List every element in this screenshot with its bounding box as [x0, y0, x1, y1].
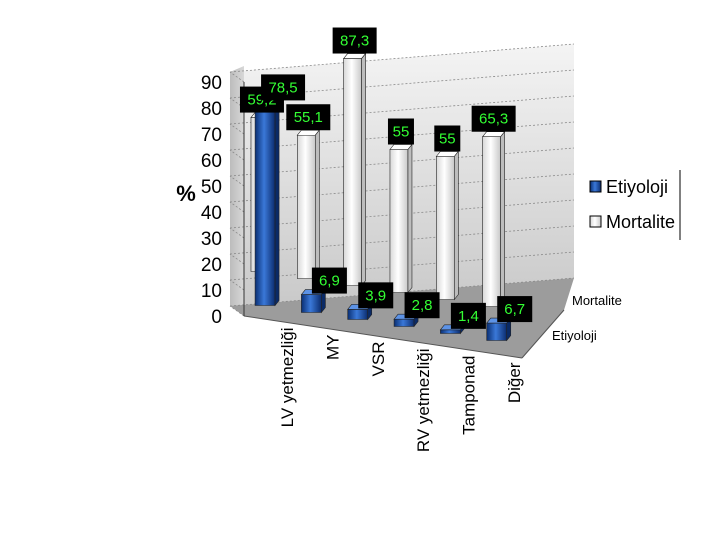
bar-body — [486, 322, 508, 341]
bar-side — [274, 95, 280, 307]
bar-side — [361, 52, 366, 287]
data-label-mortalite-rv-yetmezligi: 55 — [387, 118, 414, 145]
legend-swatch-etiyoloji — [589, 180, 602, 193]
y-tick-label: 30 — [201, 229, 222, 250]
legend-label-etiyoloji: Etiyoloji — [606, 177, 668, 197]
data-label-text: 55 — [393, 124, 410, 141]
gridline-side — [229, 227, 245, 239]
category-label-diger: Diğer — [505, 362, 524, 403]
bar-body — [440, 329, 461, 334]
data-label-text: 55 — [439, 131, 456, 148]
bar-mortalite-rv-yetmezligi — [389, 143, 413, 294]
data-label-text: 65,3 — [479, 111, 508, 128]
bar-body — [254, 101, 276, 306]
data-label-etiyoloji-lv-yetmezligi: 78,5 — [261, 74, 306, 101]
bar-side — [454, 150, 459, 301]
y-tick-label: 60 — [201, 151, 222, 172]
bar-body — [482, 136, 501, 307]
gridline-side — [229, 149, 245, 161]
bar-mortalite-my — [296, 129, 320, 280]
y-tick-label: 0 — [211, 307, 222, 328]
bar-body — [347, 309, 369, 320]
data-label-mortalite-diger: 65,3 — [471, 105, 516, 132]
data-label-etiyoloji-my: 6,9 — [311, 267, 347, 294]
category-label-tamponad: Tamponad — [460, 356, 479, 435]
bar-body — [393, 318, 415, 327]
gridline-side — [229, 97, 245, 109]
bar-body — [343, 58, 362, 286]
data-label-text: 1,4 — [458, 308, 479, 325]
bar-etiyoloji-lv-yetmezligi — [254, 95, 280, 307]
category-label-my: MY — [324, 335, 343, 361]
bar-body — [297, 134, 316, 279]
y-axis-label: % — [176, 181, 196, 206]
y-tick-label: 50 — [201, 177, 222, 198]
data-label-text: 6,9 — [319, 273, 340, 290]
side-wall — [230, 66, 244, 316]
depth-label-etiyoloji: Etiyoloji — [552, 328, 597, 343]
data-label-text: 3,9 — [365, 287, 386, 304]
data-label-box — [332, 27, 377, 54]
gridline-side — [229, 175, 245, 187]
data-label-etiyoloji-rv-yetmezligi: 2,8 — [404, 292, 440, 319]
legend-label-mortalite: Mortalite — [606, 212, 675, 232]
gridline-side — [229, 253, 245, 265]
data-label-etiyoloji-diger: 6,7 — [497, 296, 533, 323]
bar-side — [407, 143, 413, 294]
bar-body — [436, 156, 455, 300]
gridline-side — [229, 201, 245, 213]
data-label-box — [261, 74, 306, 101]
data-label-mortalite-my: 55,1 — [286, 104, 331, 131]
data-label-text: 6,7 — [504, 301, 525, 318]
data-label-text: 87,3 — [340, 33, 369, 50]
data-label-mortalite-tamponad: 55 — [434, 125, 461, 152]
data-label-box — [387, 118, 414, 145]
gridline-side — [229, 279, 245, 291]
y-tick-label: 10 — [201, 281, 222, 302]
bar-body — [301, 294, 322, 313]
bar-mortalite-diger — [482, 130, 506, 308]
data-label-box — [358, 282, 394, 309]
y-tick-label: 80 — [201, 99, 222, 120]
bars — [250, 52, 512, 342]
data-label-box — [471, 105, 516, 132]
gridline-side — [229, 71, 245, 83]
floor-front-edge — [243, 315, 523, 359]
data-label-text: 78,5 — [268, 79, 297, 96]
bar-mortalite-vsr — [343, 52, 367, 287]
y-tick-label: 40 — [201, 203, 222, 224]
category-label-rv-yetmezligi: RV yetmezliği — [414, 348, 433, 452]
data-label-box — [404, 292, 440, 319]
data-label-box — [286, 104, 331, 131]
data-label-box — [497, 296, 533, 323]
data-label-text: 55,1 — [294, 109, 323, 126]
y-tick-label: 70 — [201, 125, 222, 146]
bar-body — [389, 149, 409, 293]
depth-label-mortalite: Mortalite — [572, 293, 622, 308]
y-axis: 0 10 20 30 40 50 60 70 80 90 — [201, 73, 245, 328]
category-label-vsr: VSR — [369, 342, 388, 377]
data-label-etiyoloji-tamponad: 1,4 — [450, 302, 486, 329]
bar-mortalite-tamponad — [435, 150, 459, 301]
y-tick-label: 90 — [201, 73, 222, 94]
bar-side — [500, 130, 505, 308]
category-label-lv-yetmezligi: LV yetmezliği — [278, 328, 297, 428]
data-label-box — [311, 267, 347, 294]
gridline-side — [229, 123, 245, 135]
data-label-text: 2,8 — [412, 297, 433, 314]
legend-swatch-mortalite — [589, 215, 602, 228]
bar-side — [315, 129, 320, 280]
data-label-box — [450, 302, 486, 329]
data-label-box — [434, 125, 461, 152]
data-label-mortalite-vsr: 87,3 — [332, 27, 377, 54]
y-tick-label: 20 — [201, 255, 222, 276]
floor-right-edge — [521, 309, 565, 359]
gridline-side — [229, 305, 245, 317]
data-label-etiyoloji-vsr: 3,9 — [358, 282, 394, 309]
category-labels: LV yetmezliği MY VSR RV yetmezliği Tamponad D… — [278, 328, 524, 453]
gridline — [229, 43, 575, 73]
legend: Etiyoloji Mortalite — [589, 170, 681, 240]
